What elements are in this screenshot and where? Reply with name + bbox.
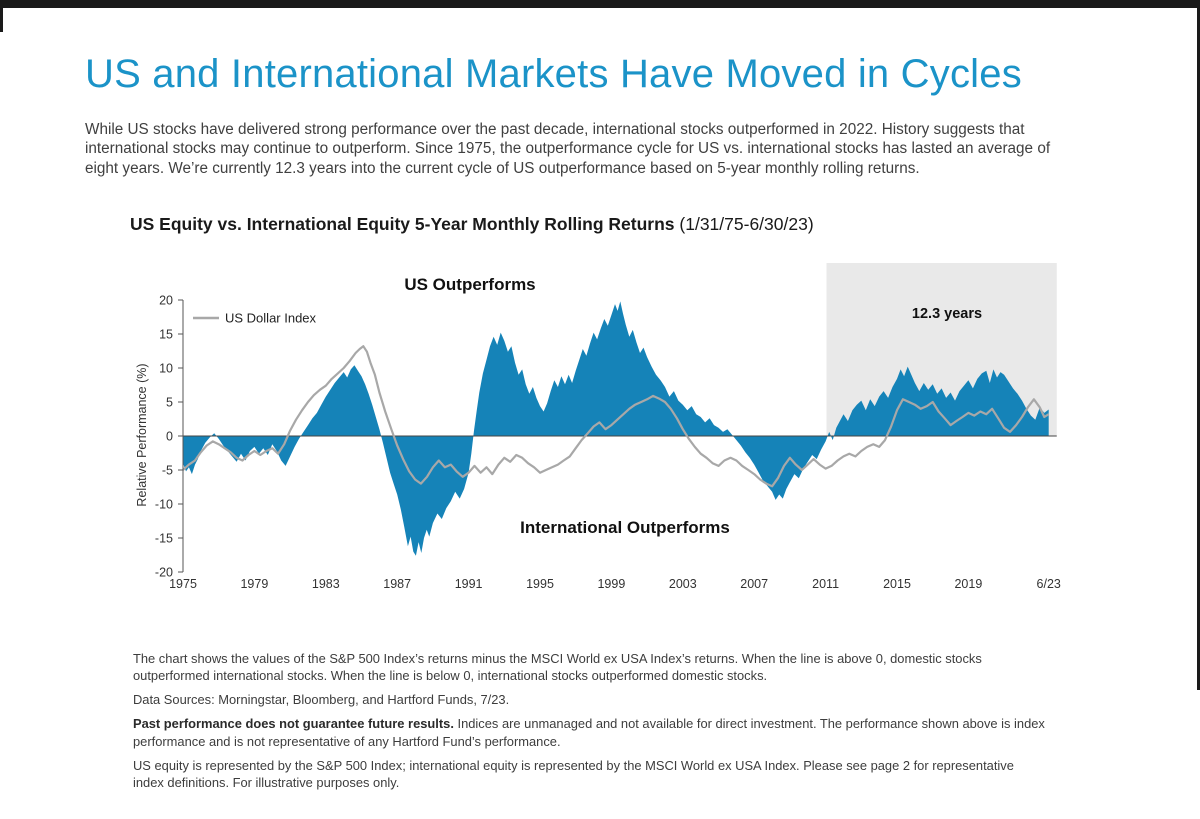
y-tick-label: 5 xyxy=(166,396,173,410)
chart-title: US Equity vs. International Equity 5-Yea… xyxy=(130,214,814,235)
x-tick-label: 1979 xyxy=(240,577,268,591)
x-tick-label: 2015 xyxy=(883,577,911,591)
x-tick-label: 1999 xyxy=(597,577,625,591)
footnote-index-definitions: US equity is represented by the S&P 500 … xyxy=(133,757,1014,790)
y-tick-label: -15 xyxy=(155,532,173,546)
x-tick-label: 2011 xyxy=(812,577,839,591)
footnote-chart-description: The chart shows the values of the S&P 50… xyxy=(133,651,982,684)
y-tick-label: -10 xyxy=(155,498,173,512)
y-tick-label: 20 xyxy=(159,294,173,308)
chart-legend: US Dollar Index xyxy=(193,311,317,326)
us-outperforms-label: US Outperforms xyxy=(404,275,535,294)
intro-paragraph: While US stocks have delivered strong pe… xyxy=(85,121,1051,177)
international-outperforms-label: International Outperforms xyxy=(520,518,730,537)
x-tick-label: 1983 xyxy=(312,577,340,591)
y-tick-label: -20 xyxy=(155,566,173,580)
y-tick-label: -5 xyxy=(162,464,173,478)
x-tick-label: 1995 xyxy=(526,577,554,591)
x-tick-label: 2019 xyxy=(954,577,982,591)
y-tick-label: 15 xyxy=(159,328,173,342)
chart-region: Relative Performance (%) 20 15 10 5 0 -5 -10 -1… xyxy=(135,255,1145,605)
footnote-past-performance: Past performance does not guarantee futu… xyxy=(133,715,1048,749)
us-vs-intl-area xyxy=(183,301,1049,556)
cycle-duration-label: 12.3 years xyxy=(912,306,982,322)
us-dollar-index-line xyxy=(182,345,1050,488)
x-tick-label: 1987 xyxy=(383,577,411,591)
footnote-data-sources: Data Sources: Morningstar, Bloomberg, an… xyxy=(133,692,510,708)
y-tick-label: 0 xyxy=(166,430,173,444)
page-border-right xyxy=(1197,0,1200,690)
chart-title-period: (1/31/75-6/30/23) xyxy=(679,214,814,234)
chart-title-main: US Equity vs. International Equity 5-Yea… xyxy=(130,214,675,234)
legend-label: US Dollar Index xyxy=(225,311,317,326)
y-tick-label: 10 xyxy=(159,362,173,376)
x-tick-label: 6/23 xyxy=(1037,577,1061,591)
x-tick-label: 1991 xyxy=(455,577,483,591)
x-tick-label: 2003 xyxy=(669,577,697,591)
x-tick-label: 2007 xyxy=(740,577,768,591)
page-border-left xyxy=(0,0,3,32)
x-tick-label: 1975 xyxy=(169,577,197,591)
page-border-top xyxy=(0,0,1200,8)
page-title: US and International Markets Have Moved … xyxy=(85,52,1022,96)
footnotes: The chart shows the values of the S&P 50… xyxy=(133,650,1048,798)
footnote-past-performance-bold: Past performance does not guarantee futu… xyxy=(133,716,454,732)
footnote-past-performance-rest: Indices are unmanaged and not available … xyxy=(133,716,1045,749)
y-axis-label: Relative Performance (%) xyxy=(135,363,149,507)
